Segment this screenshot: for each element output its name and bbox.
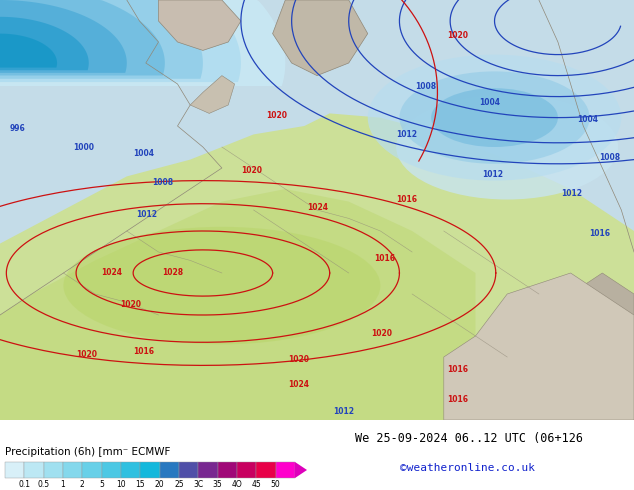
Text: 1004: 1004 (577, 115, 598, 124)
Text: 0.5: 0.5 (37, 480, 49, 489)
Text: 1004: 1004 (133, 149, 154, 158)
Polygon shape (0, 113, 634, 420)
Text: Precipitation (6h) [mm⁻ ECMWF: Precipitation (6h) [mm⁻ ECMWF (5, 447, 171, 457)
Polygon shape (0, 0, 203, 79)
Text: ©weatheronline.co.uk: ©weatheronline.co.uk (400, 463, 535, 473)
Text: 1016: 1016 (396, 195, 417, 204)
Bar (198, 462, 217, 478)
Text: 1020: 1020 (371, 329, 392, 339)
Text: 1024: 1024 (101, 268, 122, 277)
Text: 1020: 1020 (76, 350, 97, 359)
Text: 10: 10 (116, 480, 126, 489)
Text: 20: 20 (155, 480, 164, 489)
Ellipse shape (399, 72, 590, 164)
Text: 1008: 1008 (415, 82, 436, 91)
Ellipse shape (368, 54, 621, 181)
Bar (121, 462, 140, 478)
Text: 1024: 1024 (307, 203, 328, 212)
Polygon shape (0, 34, 57, 68)
Text: 45: 45 (252, 480, 261, 489)
Text: 1020: 1020 (288, 355, 309, 364)
Text: 1012: 1012 (482, 170, 503, 179)
Text: 1016: 1016 (447, 394, 468, 403)
Text: 1016: 1016 (374, 254, 395, 263)
Text: 1016: 1016 (590, 229, 611, 238)
Bar (160, 462, 179, 478)
Text: 1012: 1012 (136, 210, 157, 219)
Bar (237, 462, 256, 478)
Text: We 25-09-2024 06..12 UTC (06+126: We 25-09-2024 06..12 UTC (06+126 (355, 432, 583, 444)
Bar (256, 462, 276, 478)
Text: 50: 50 (271, 480, 280, 489)
Text: 1020: 1020 (120, 300, 141, 309)
Text: 1020: 1020 (266, 111, 287, 120)
Text: 1012: 1012 (333, 407, 354, 416)
Text: 1020: 1020 (447, 31, 468, 40)
Text: 1008: 1008 (599, 153, 620, 162)
Polygon shape (158, 0, 241, 50)
Text: 1000: 1000 (73, 143, 94, 151)
Text: 1024: 1024 (288, 380, 309, 389)
Bar (63, 462, 82, 478)
Polygon shape (539, 273, 634, 420)
Text: 1016: 1016 (447, 365, 468, 374)
Bar (217, 462, 237, 478)
Polygon shape (444, 273, 634, 420)
Text: 35: 35 (213, 480, 223, 489)
Text: 2: 2 (80, 480, 85, 489)
Polygon shape (273, 0, 368, 75)
Text: 15: 15 (136, 480, 145, 489)
Text: 3C: 3C (193, 480, 204, 489)
Text: 1012: 1012 (561, 189, 582, 197)
Text: 0.1: 0.1 (18, 480, 30, 489)
Ellipse shape (396, 95, 618, 199)
Polygon shape (295, 462, 307, 478)
Polygon shape (0, 0, 127, 73)
Text: 4O: 4O (231, 480, 242, 489)
Polygon shape (0, 189, 476, 420)
Text: 1004: 1004 (479, 98, 500, 107)
Ellipse shape (431, 88, 558, 147)
Polygon shape (0, 0, 165, 75)
Bar (5, 462, 24, 478)
Polygon shape (0, 0, 285, 86)
Polygon shape (190, 75, 235, 113)
Text: 1028: 1028 (162, 268, 183, 277)
Bar (179, 462, 198, 478)
Text: 5: 5 (100, 480, 104, 489)
Text: 1012: 1012 (396, 130, 417, 139)
Text: 25: 25 (174, 480, 184, 489)
Text: 996: 996 (10, 123, 25, 133)
Bar (82, 462, 101, 478)
Bar (276, 462, 295, 478)
Bar (140, 462, 160, 478)
Bar (24, 462, 44, 478)
Text: 1016: 1016 (133, 347, 154, 356)
Text: 1: 1 (61, 480, 65, 489)
Ellipse shape (63, 227, 380, 344)
Bar (44, 462, 63, 478)
Bar (101, 462, 121, 478)
Text: 1020: 1020 (241, 166, 262, 174)
Text: 1008: 1008 (152, 178, 173, 187)
Polygon shape (0, 17, 89, 70)
Polygon shape (0, 0, 241, 82)
